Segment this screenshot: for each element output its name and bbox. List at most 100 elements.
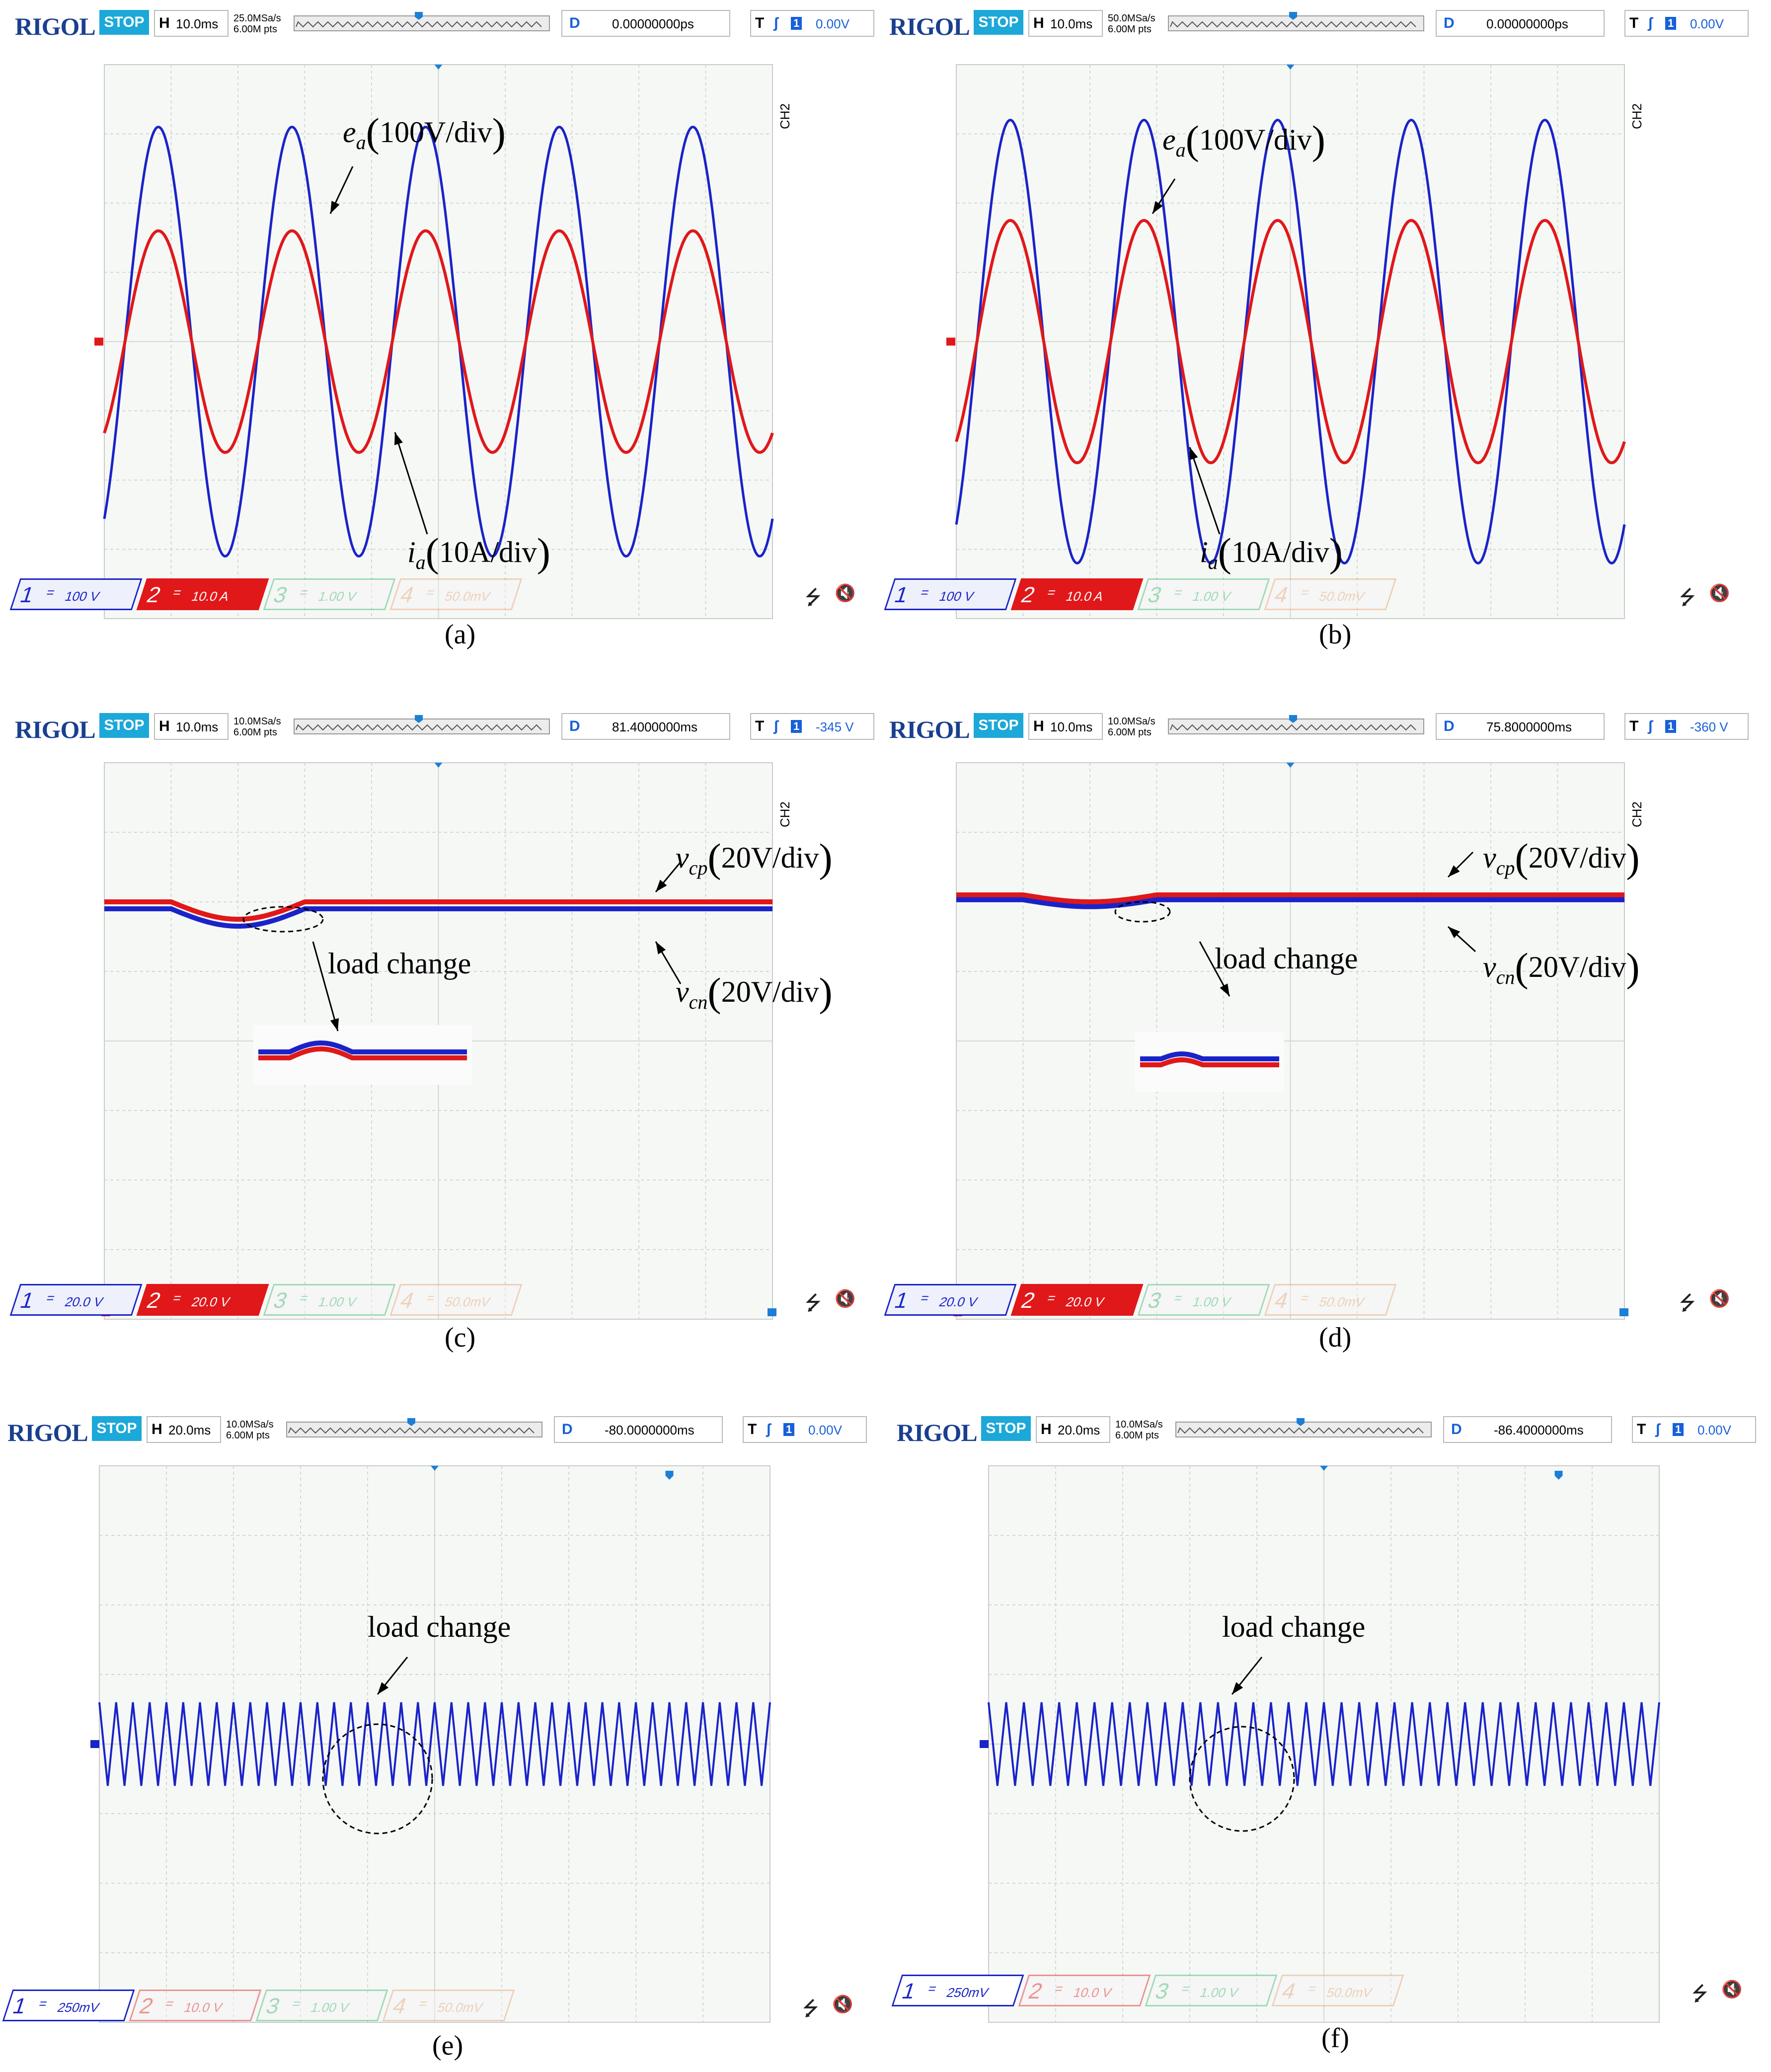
channel-scale: 20.0 V [189, 1294, 232, 1309]
timebase-box[interactable]: H 10.0ms [154, 713, 229, 740]
channel-4-tab[interactable]: 4 = 50.0mV [389, 578, 523, 610]
memory-overview-bar[interactable] [1167, 11, 1426, 36]
ch2-side-label: CH2 [777, 103, 792, 129]
channel-3-tab[interactable]: 3 = 1.00 V [1145, 1975, 1278, 2006]
unit: 20V/div [721, 975, 819, 1008]
channel-number: 4 [397, 1288, 417, 1313]
channel-2-tab[interactable]: 2 = 10.0 V [1018, 1975, 1151, 2006]
stop-button[interactable]: STOP [974, 713, 1023, 738]
coupling-icon: = [417, 1996, 430, 2011]
stop-button[interactable]: STOP [99, 713, 149, 738]
timebase-box[interactable]: H 20.0ms [1036, 1416, 1110, 1443]
channel-1-tab[interactable]: 1 = 250mV [891, 1975, 1024, 2006]
inset-bg [253, 1025, 472, 1085]
delay-box[interactable]: D 81.4000000ms [561, 713, 730, 740]
subscript: a [1208, 551, 1218, 573]
scope-screen[interactable] [946, 60, 1634, 624]
subscript: a [356, 131, 366, 154]
channel-2-tab[interactable]: 2 = 10.0 V [129, 1990, 262, 2021]
channel-3-tab[interactable]: 3 = 1.00 V [1137, 578, 1270, 610]
memory-overview-bar[interactable] [1167, 714, 1426, 739]
trigger-source: 1 [791, 720, 802, 733]
panel-caption: (b) [1319, 619, 1352, 650]
channel-1-tab[interactable]: 1 = 250mV [2, 1990, 135, 2021]
scope-screen[interactable] [89, 1461, 780, 2027]
channel-1-tab[interactable]: 1 = 100 V [884, 578, 1017, 610]
scope-screen[interactable] [94, 60, 782, 624]
speaker-mute-icon: 🔇 [835, 584, 856, 603]
coupling-icon: = [1172, 585, 1185, 600]
timebase-box[interactable]: H 10.0ms [1028, 10, 1103, 37]
paren-open: ( [1515, 835, 1529, 880]
stop-button[interactable]: STOP [981, 1416, 1031, 1441]
timebase-box[interactable]: H 10.0ms [154, 10, 229, 37]
channel-1-tab[interactable]: 1 = 20.0 V [884, 1284, 1017, 1316]
highlight-ellipse [1114, 901, 1171, 923]
memory-depth: 6.00M pts [1115, 1430, 1159, 1441]
channel-2-tab[interactable]: 2 = 10.0 A [136, 578, 269, 610]
channel-scale: 50.0mV [1324, 1985, 1375, 2000]
channel-number: 3 [263, 1994, 283, 2018]
timebase-box[interactable]: H 20.0ms [147, 1416, 221, 1443]
timebase-box[interactable]: H 10.0ms [1028, 713, 1103, 740]
memory-overview-bar[interactable] [293, 11, 551, 36]
stop-button[interactable]: STOP [92, 1416, 142, 1441]
trigger-pos-marker-icon [415, 12, 423, 20]
channel-scale: 250mV [55, 2000, 101, 2015]
channel-1-tab[interactable]: 1 = 100 V [9, 578, 143, 610]
channel-status-bar: 1 = 100 V 2 = 10.0 A 3 = 1.00 V 4 = 50.0mV ⭍ 🔇 [9, 576, 879, 611]
edge-icon: ʃ [773, 15, 778, 31]
brand-logo: RIGOL [7, 1419, 88, 1446]
channel-4-tab[interactable]: 4 = 50.0mV [389, 1284, 523, 1316]
delay-box[interactable]: D -86.4000000ms [1443, 1416, 1612, 1443]
channel-4-tab[interactable]: 4 = 50.0mV [1271, 1975, 1404, 2006]
channel-3-tab[interactable]: 3 = 1.00 V [255, 1990, 388, 2021]
channel-1-tab[interactable]: 1 = 20.0 V [9, 1284, 143, 1316]
channel-number: 3 [270, 583, 291, 607]
paren-close: ) [1626, 945, 1640, 990]
scope-screen[interactable] [94, 758, 782, 1324]
delay-box[interactable]: D 0.00000000ps [1436, 10, 1605, 37]
trigger-source: 1 [783, 1423, 795, 1436]
edge-icon: ʃ [773, 718, 778, 734]
channel-4-tab[interactable]: 4 = 50.0mV [1264, 578, 1397, 610]
channel-2-tab[interactable]: 2 = 20.0 V [136, 1284, 269, 1316]
arrow-line [394, 432, 428, 535]
top-toolbar: RIGOL STOP H 20.0ms 10.0MSa/s 6.00M pts D -86.4… [897, 1416, 1766, 1448]
channel-3-tab[interactable]: 3 = 1.00 V [1137, 1284, 1270, 1316]
stop-button[interactable]: STOP [974, 10, 1023, 35]
delay-value: -86.4000000ms [1494, 1423, 1584, 1437]
highlight-ellipse [1189, 1726, 1295, 1832]
delay-box[interactable]: D 0.00000000ps [561, 10, 730, 37]
scope-screen[interactable] [946, 758, 1634, 1324]
ch2-ground-marker-icon [946, 337, 955, 346]
channel-2-tab[interactable]: 2 = 10.0 A [1010, 578, 1144, 610]
scope-screen[interactable] [979, 1461, 1669, 2027]
channel-4-tab[interactable]: 4 = 50.0mV [382, 1990, 515, 2021]
channel-3-tab[interactable]: 3 = 1.00 V [263, 1284, 396, 1316]
top-toolbar: RIGOL STOP H 10.0ms 10.0MSa/s 6.00M pts D 75.80… [889, 713, 1754, 745]
arrowhead-icon [1448, 927, 1461, 939]
channel-number: 3 [1152, 1979, 1172, 2003]
channel-number: 1 [9, 1994, 30, 2018]
channel-3-tab[interactable]: 3 = 1.00 V [263, 578, 396, 610]
ch1-trace [988, 1702, 1660, 1786]
delay-box[interactable]: D -80.0000000ms [554, 1416, 723, 1443]
memory-overview-bar[interactable] [286, 1417, 544, 1442]
paren-open: ( [707, 969, 721, 1015]
coupling-icon: = [1045, 1290, 1058, 1305]
memory-overview-bar[interactable] [293, 714, 551, 739]
stop-button[interactable]: STOP [99, 10, 149, 35]
channel-2-tab[interactable]: 2 = 20.0 V [1010, 1284, 1144, 1316]
memory-overview-bar[interactable] [1175, 1417, 1433, 1442]
h-label: H [159, 15, 170, 31]
channel-4-tab[interactable]: 4 = 50.0mV [1264, 1284, 1397, 1316]
delay-box[interactable]: D 75.8000000ms [1436, 713, 1605, 740]
timebase-value: 10.0ms [176, 719, 219, 734]
